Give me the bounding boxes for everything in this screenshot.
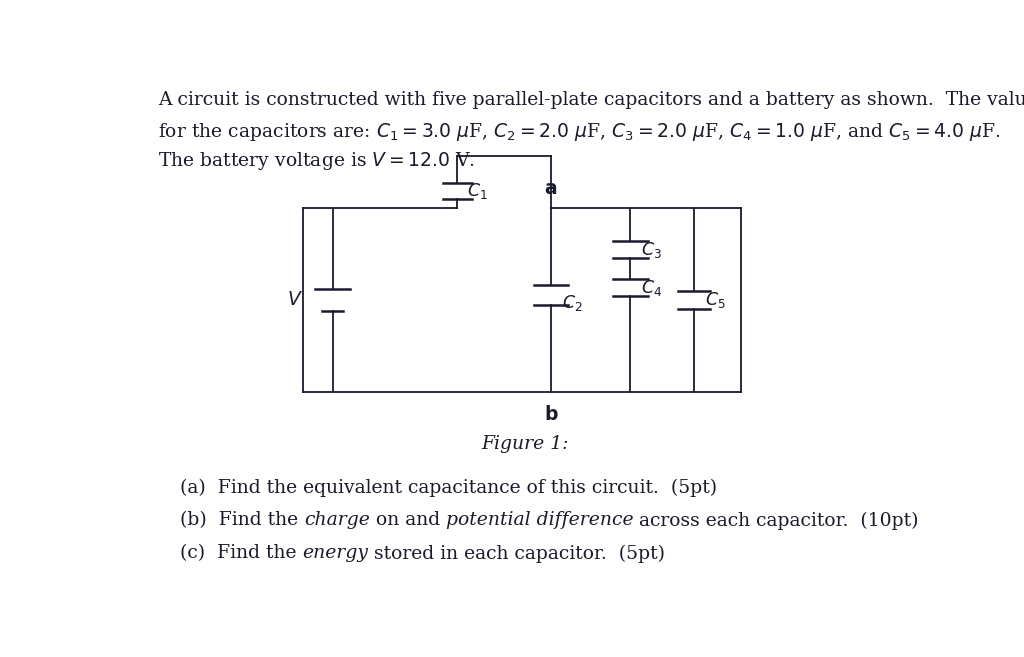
Text: $C_4$: $C_4$ bbox=[641, 277, 663, 298]
Text: (b)  Find the: (b) Find the bbox=[179, 511, 304, 530]
Text: $C_2$: $C_2$ bbox=[562, 293, 583, 313]
Text: Figure 1:: Figure 1: bbox=[481, 436, 568, 453]
Text: energy: energy bbox=[302, 544, 368, 562]
Text: on and: on and bbox=[370, 511, 445, 530]
Text: $\mathbf{a}$: $\mathbf{a}$ bbox=[545, 180, 557, 198]
Text: stored in each capacitor.  (5pt): stored in each capacitor. (5pt) bbox=[368, 544, 665, 562]
Text: (c)  Find the: (c) Find the bbox=[179, 544, 302, 562]
Text: $C_1$: $C_1$ bbox=[467, 181, 487, 201]
Text: for the capacitors are: $C_1 = 3.0\ \mu$F, $C_2 = 2.0\ \mu$F, $C_3 = 2.0\ \mu$F,: for the capacitors are: $C_1 = 3.0\ \mu$… bbox=[158, 121, 1000, 143]
Text: $\mathbf{b}$: $\mathbf{b}$ bbox=[544, 405, 558, 424]
Text: $C_5$: $C_5$ bbox=[705, 290, 726, 310]
Text: $V$: $V$ bbox=[287, 291, 303, 309]
Text: The battery voltage is $V = 12.0$ V.: The battery voltage is $V = 12.0$ V. bbox=[158, 150, 475, 172]
Text: $C_3$: $C_3$ bbox=[641, 240, 663, 260]
Text: potential difference: potential difference bbox=[445, 511, 633, 530]
Text: A circuit is constructed with five parallel-plate capacitors and a battery as sh: A circuit is constructed with five paral… bbox=[158, 91, 1024, 110]
Text: charge: charge bbox=[304, 511, 370, 530]
Text: across each capacitor.  (10pt): across each capacitor. (10pt) bbox=[633, 511, 919, 530]
Text: (a)  Find the equivalent capacitance of this circuit.  (5pt): (a) Find the equivalent capacitance of t… bbox=[179, 478, 717, 497]
